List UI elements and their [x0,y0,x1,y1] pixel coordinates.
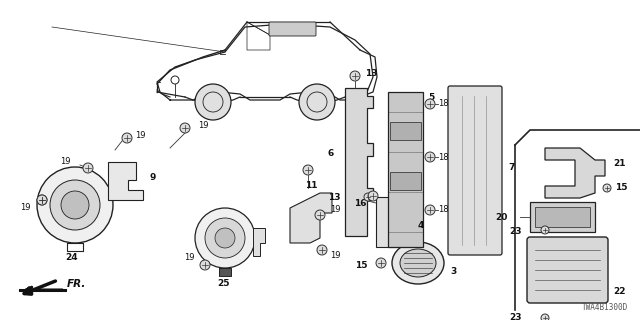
Circle shape [364,193,372,201]
Circle shape [215,228,235,248]
Text: 9: 9 [150,172,156,181]
Text: 19: 19 [330,252,340,260]
Circle shape [317,245,327,255]
Text: 6: 6 [327,148,333,157]
Text: 24: 24 [65,252,77,261]
Text: 19: 19 [184,253,195,262]
Text: 15: 15 [615,183,627,193]
Circle shape [425,99,435,109]
Circle shape [180,123,190,133]
Circle shape [37,195,47,205]
Polygon shape [108,162,143,200]
Text: 21: 21 [613,158,625,167]
Text: 11: 11 [305,181,317,190]
Polygon shape [376,197,414,247]
Circle shape [425,152,435,162]
Circle shape [315,210,325,220]
FancyBboxPatch shape [530,202,595,232]
FancyBboxPatch shape [390,122,421,140]
Text: 5: 5 [428,92,435,101]
FancyBboxPatch shape [390,172,421,190]
Polygon shape [290,193,332,243]
Polygon shape [545,148,605,198]
Circle shape [122,133,132,143]
Text: 20: 20 [495,212,508,221]
Text: 19: 19 [330,205,340,214]
Text: 7: 7 [508,164,515,172]
Polygon shape [345,88,373,236]
Text: 13: 13 [328,194,341,203]
Text: FR.: FR. [67,279,86,289]
Text: 4: 4 [418,220,424,229]
Text: TWA4B1300D: TWA4B1300D [582,303,628,312]
Circle shape [303,165,313,175]
FancyBboxPatch shape [269,22,316,36]
Text: 19: 19 [198,122,209,131]
Text: 22: 22 [613,287,625,297]
Circle shape [195,208,255,268]
FancyBboxPatch shape [535,207,590,227]
FancyBboxPatch shape [527,237,608,303]
Circle shape [425,205,435,215]
Polygon shape [219,268,231,276]
Text: 19: 19 [20,203,31,212]
Circle shape [541,314,549,320]
FancyBboxPatch shape [448,86,502,255]
Circle shape [541,226,549,234]
Text: 19: 19 [135,132,145,140]
Circle shape [205,218,245,258]
Circle shape [195,84,231,120]
Circle shape [350,71,360,81]
Circle shape [61,191,89,219]
Text: 19: 19 [60,157,70,166]
Circle shape [299,84,335,120]
Text: 18: 18 [438,205,449,214]
Text: 23: 23 [509,228,522,236]
Text: 16: 16 [354,198,367,207]
Circle shape [37,195,47,205]
Circle shape [200,260,210,270]
Text: 25: 25 [217,279,230,289]
Ellipse shape [392,242,444,284]
Text: 18: 18 [438,100,449,108]
Circle shape [83,163,93,173]
Circle shape [368,191,378,201]
Text: 3: 3 [450,267,456,276]
Text: 13: 13 [365,69,378,78]
Polygon shape [253,228,265,256]
FancyBboxPatch shape [388,92,423,247]
Text: 23: 23 [509,314,522,320]
Text: 15: 15 [355,260,368,269]
Circle shape [37,167,113,243]
Circle shape [376,258,386,268]
Text: 18: 18 [438,153,449,162]
Ellipse shape [400,249,436,277]
Circle shape [603,184,611,192]
Circle shape [50,180,100,230]
